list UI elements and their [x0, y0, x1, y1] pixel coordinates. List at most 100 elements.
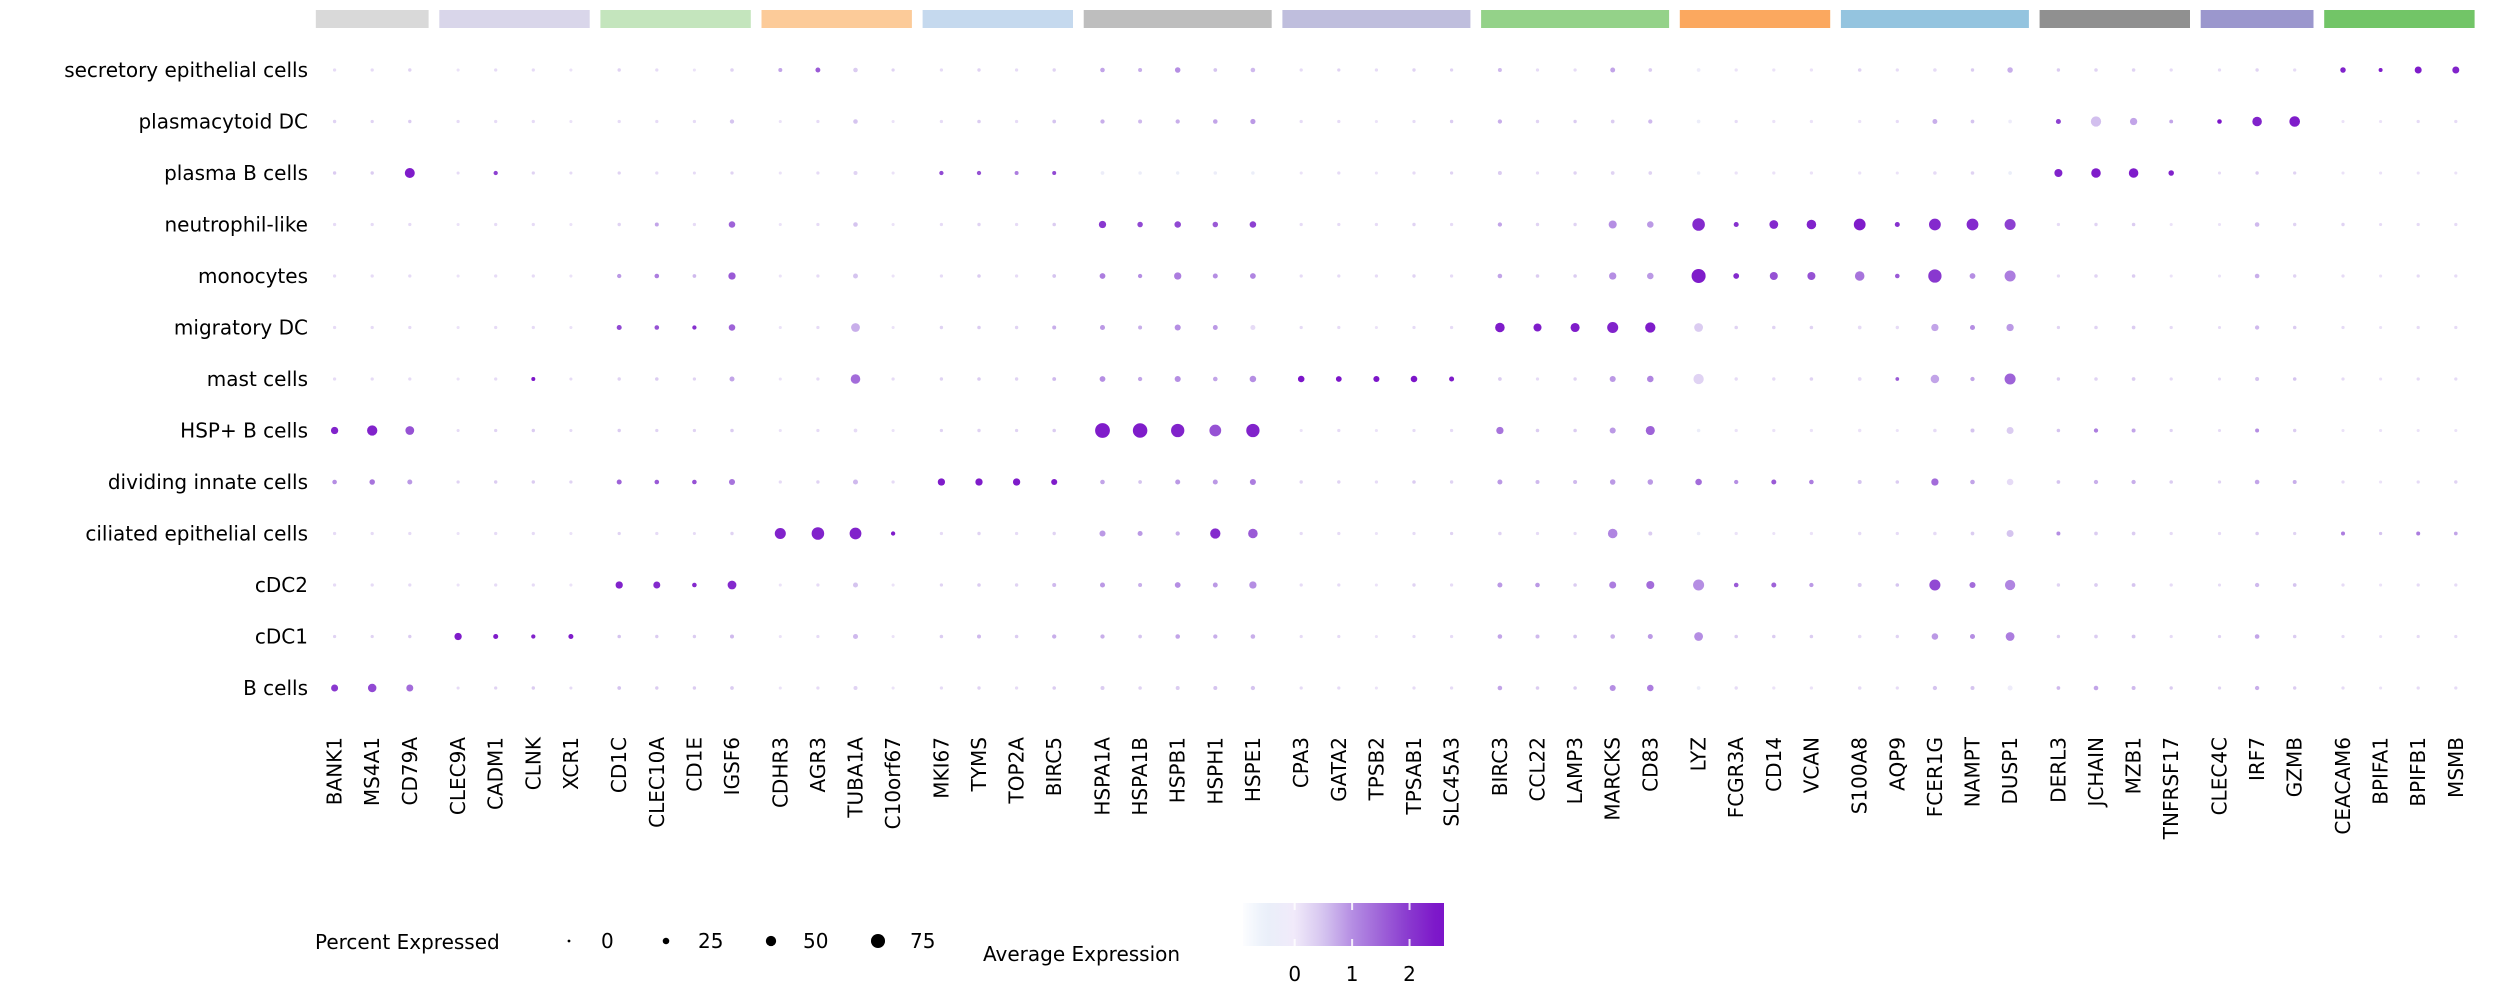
dot: [615, 581, 623, 589]
dot: [2254, 634, 2260, 639]
size-legend-value: 75: [910, 929, 935, 953]
dot: [1772, 325, 1776, 330]
dot: [2007, 685, 2013, 691]
gene-label: BIRC3: [1488, 737, 1512, 796]
dot: [370, 583, 374, 587]
dot: [531, 222, 535, 227]
percent-expressed-legend: 0 25 50 75: [567, 929, 935, 953]
dot: [730, 428, 734, 433]
dot: [1691, 268, 1706, 284]
dot: [2289, 116, 2300, 127]
gene-label: MZB1: [2122, 737, 2146, 794]
dot: [2004, 270, 2016, 282]
dot: [494, 274, 498, 278]
dot: [1807, 271, 1816, 281]
dot: [1607, 321, 1619, 334]
dot: [1100, 171, 1105, 175]
dot: [1251, 171, 1255, 175]
dot: [1772, 428, 1776, 433]
dot: [531, 119, 535, 124]
dot: [939, 583, 944, 587]
dot: [2254, 222, 2260, 227]
dot: [2416, 325, 2420, 330]
dot: [1857, 377, 1862, 381]
dot: [1809, 531, 1814, 536]
dot: [2056, 531, 2061, 536]
dot: [1769, 220, 1779, 229]
dot: [1052, 686, 1056, 690]
dot: [1610, 119, 1615, 124]
dot: [2169, 274, 2173, 278]
dot: [1249, 221, 1257, 228]
dot: [1412, 68, 1416, 72]
dot: [531, 274, 535, 278]
dot: [456, 377, 460, 381]
dot: [2379, 325, 2383, 330]
dot: [1772, 634, 1776, 639]
dot: [1212, 221, 1219, 228]
dot: [1806, 219, 1817, 230]
dot: [1449, 634, 1454, 639]
dot: [1772, 686, 1776, 690]
row-label: ciliated epithelial cells: [85, 522, 308, 546]
dot: [692, 274, 697, 278]
dot: [1132, 423, 1148, 438]
dot: [1299, 480, 1303, 484]
dot: [975, 478, 983, 486]
dot: [1014, 428, 1019, 433]
dot: [939, 325, 944, 330]
dot: [1374, 222, 1379, 227]
dot: [728, 324, 736, 331]
dot: [891, 119, 895, 124]
gene-label: CLEC4C: [2208, 737, 2232, 815]
dot: [2416, 119, 2420, 124]
gene-label: S100A8: [1848, 737, 1872, 814]
dot: [2094, 222, 2098, 227]
dot: [1175, 531, 1180, 536]
row-label: cDC1: [255, 625, 308, 649]
dot: [1374, 171, 1378, 175]
dot: [1696, 428, 1701, 433]
dot: [1895, 480, 1900, 484]
dot: [1337, 634, 1341, 639]
dot: [370, 531, 374, 536]
dot: [2131, 686, 2136, 690]
dot: [778, 119, 782, 124]
dot: [330, 426, 339, 435]
dot: [1410, 375, 1418, 383]
dot: [816, 119, 820, 124]
dot: [1692, 218, 1705, 231]
dot: [1734, 119, 1738, 124]
gene-group-strips: [315, 10, 2475, 28]
dot: [1931, 633, 1939, 640]
gene-label: DUSP1: [1998, 737, 2022, 805]
dot: [2292, 583, 2297, 587]
dot: [332, 274, 337, 278]
gene-label: VCAN: [1799, 737, 1823, 793]
dot: [655, 686, 659, 690]
dot: [2379, 686, 2383, 690]
dot: [2131, 531, 2136, 536]
dot: [1970, 171, 1975, 175]
dot: [332, 531, 337, 536]
dot: [617, 377, 621, 381]
dot: [1449, 171, 1454, 175]
dot: [1694, 323, 1703, 332]
dot: [1928, 269, 1942, 283]
dot: [456, 274, 460, 278]
dot: [1100, 686, 1105, 690]
dot: [1609, 375, 1616, 383]
dot: [531, 686, 535, 690]
dot: [1449, 68, 1454, 72]
dot: [1497, 222, 1503, 227]
dot: [1174, 324, 1181, 331]
dot: [1497, 119, 1503, 124]
dot: [816, 428, 820, 433]
dot: [1772, 531, 1776, 536]
dot: [1449, 119, 1454, 124]
dot: [2094, 377, 2098, 381]
gene-label: CLEC9A: [446, 737, 470, 815]
dot: [408, 68, 412, 72]
row-label: mast cells: [207, 367, 308, 391]
dot: [1449, 583, 1454, 587]
